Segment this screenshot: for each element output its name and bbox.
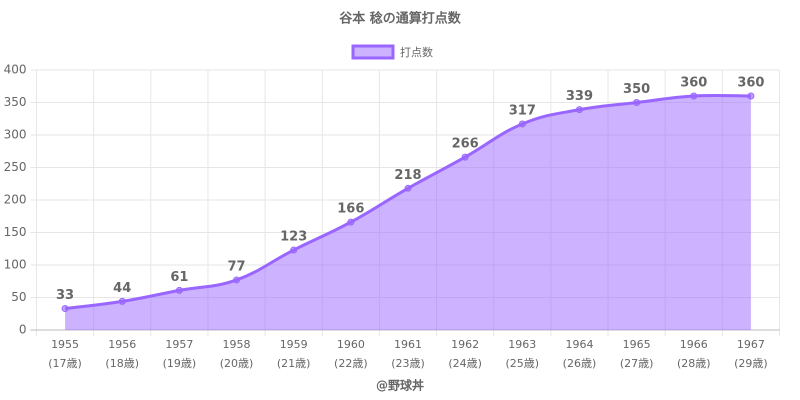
chart-title: 谷本 稔の通算打点数 bbox=[339, 11, 462, 27]
x-tick-label: (20歳) bbox=[220, 357, 254, 370]
legend-label: 打点数 bbox=[400, 45, 433, 59]
point bbox=[575, 106, 583, 114]
point bbox=[347, 218, 355, 226]
y-tick-label: 300 bbox=[4, 128, 27, 142]
data-label: 123 bbox=[280, 230, 307, 245]
data-label: 360 bbox=[737, 76, 764, 91]
data-label: 166 bbox=[337, 202, 364, 217]
point bbox=[118, 297, 126, 305]
x-tick-label: (19歳) bbox=[163, 357, 197, 370]
x-tick-label: (23歳) bbox=[391, 357, 425, 370]
x-tick-label: (26歳) bbox=[563, 357, 597, 370]
data-label: 360 bbox=[680, 76, 707, 91]
x-tick-label: (24歳) bbox=[448, 357, 482, 370]
data-label: 317 bbox=[509, 103, 536, 118]
y-tick-label: 100 bbox=[4, 258, 27, 272]
point bbox=[61, 305, 69, 313]
data-label: 350 bbox=[623, 82, 650, 97]
x-tick-label: 1963 bbox=[508, 338, 536, 351]
y-tick-label: 150 bbox=[4, 225, 27, 239]
x-tick-label: 1955 bbox=[51, 338, 79, 351]
point bbox=[461, 153, 469, 161]
point bbox=[633, 99, 641, 106]
footer: @野球丼 bbox=[376, 378, 424, 393]
x-tick-label: (21歳) bbox=[277, 357, 311, 370]
point bbox=[690, 92, 698, 100]
x-tick-label: 1964 bbox=[565, 338, 593, 351]
data-label: 61 bbox=[170, 270, 188, 285]
x-tick-label: (27歳) bbox=[620, 357, 654, 370]
x-tick-label: 1960 bbox=[337, 338, 365, 351]
point bbox=[404, 184, 412, 192]
data-label: 339 bbox=[566, 89, 593, 104]
point bbox=[175, 286, 183, 294]
data-label: 33 bbox=[56, 288, 74, 303]
x-tick-label: (17歳) bbox=[48, 357, 82, 370]
x-tick-label: 1957 bbox=[165, 338, 193, 351]
y-tick-label: 200 bbox=[4, 193, 27, 207]
y-tick-label: 350 bbox=[4, 95, 27, 109]
x-tick-label: 1961 bbox=[394, 338, 422, 351]
x-tick-label: (25歳) bbox=[506, 357, 540, 370]
data-label: 77 bbox=[227, 259, 245, 274]
x-tick-label: (18歳) bbox=[105, 357, 139, 370]
data-label: 44 bbox=[113, 281, 131, 296]
data-label: 218 bbox=[394, 168, 421, 183]
x-tick-label: 1967 bbox=[737, 338, 765, 351]
data-label: 266 bbox=[452, 137, 479, 152]
legend-swatch bbox=[351, 44, 395, 60]
area bbox=[65, 95, 751, 331]
x-tick-label: 1965 bbox=[623, 338, 651, 351]
x-tick-label: (29歳) bbox=[734, 357, 768, 370]
x-tick-label: (22歳) bbox=[334, 357, 368, 370]
y-tick-label: 50 bbox=[11, 290, 26, 304]
point bbox=[290, 246, 298, 254]
y-tick-label: 400 bbox=[4, 63, 27, 77]
x-tick-label: (28歳) bbox=[677, 357, 711, 370]
x-tick-label: 1966 bbox=[680, 338, 708, 351]
point bbox=[747, 92, 755, 100]
point bbox=[233, 276, 241, 284]
x-tick-label: 1958 bbox=[223, 338, 251, 351]
x-tick-label: 1959 bbox=[280, 338, 308, 351]
y-tick-label: 250 bbox=[4, 160, 27, 174]
x-tick-label: 1956 bbox=[108, 338, 136, 351]
x-tick-label: 1962 bbox=[451, 338, 479, 351]
point bbox=[518, 120, 526, 128]
y-tick-label: 0 bbox=[19, 323, 27, 337]
